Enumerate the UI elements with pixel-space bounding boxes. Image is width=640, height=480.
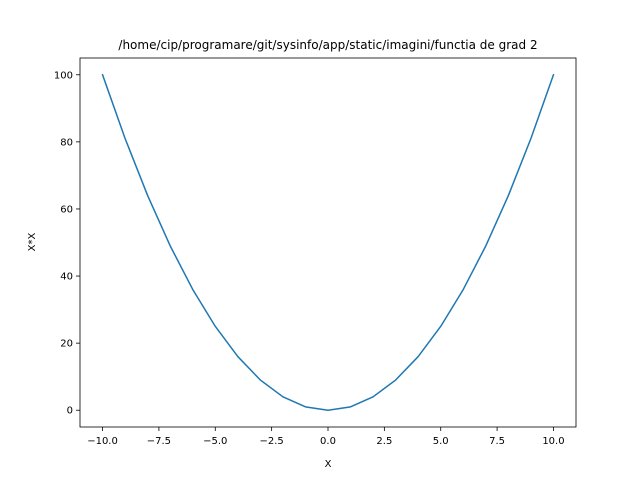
y-tick-label: 60: [60, 204, 73, 215]
plot-frame: [79, 57, 577, 428]
x-tick-label: −2.5: [259, 436, 283, 447]
y-axis-label: X*X: [27, 233, 38, 252]
y-tick-label: 40: [60, 272, 73, 283]
x-axis-label: X: [325, 459, 332, 470]
x-tick-label: −5.0: [203, 436, 227, 447]
tick-group: −10.0 −7.5 −5.0 −2.5 0.0 2.5 5.0 7.5 10.0 0 20 40 60…: [54, 70, 565, 447]
x-tick-label: −7.5: [147, 436, 171, 447]
series-group: [101, 73, 555, 411]
chart-title: /home/cip/programare/git/sysinfo/app/sta…: [118, 38, 537, 52]
y-tick-label: 20: [60, 339, 73, 350]
y-tick-label: 100: [54, 70, 73, 81]
y-tick-label: 0: [67, 406, 73, 417]
x-tick-label: 7.5: [489, 436, 505, 447]
x-tick-label: 2.5: [376, 436, 392, 447]
x-tick-label: 10.0: [542, 436, 564, 447]
x-tick-label: −10.0: [87, 436, 118, 447]
series-line: [101, 73, 555, 411]
x-tick-label: 5.0: [433, 436, 449, 447]
x-tick-label: 0.0: [320, 436, 336, 447]
y-tick-label: 80: [60, 137, 73, 148]
